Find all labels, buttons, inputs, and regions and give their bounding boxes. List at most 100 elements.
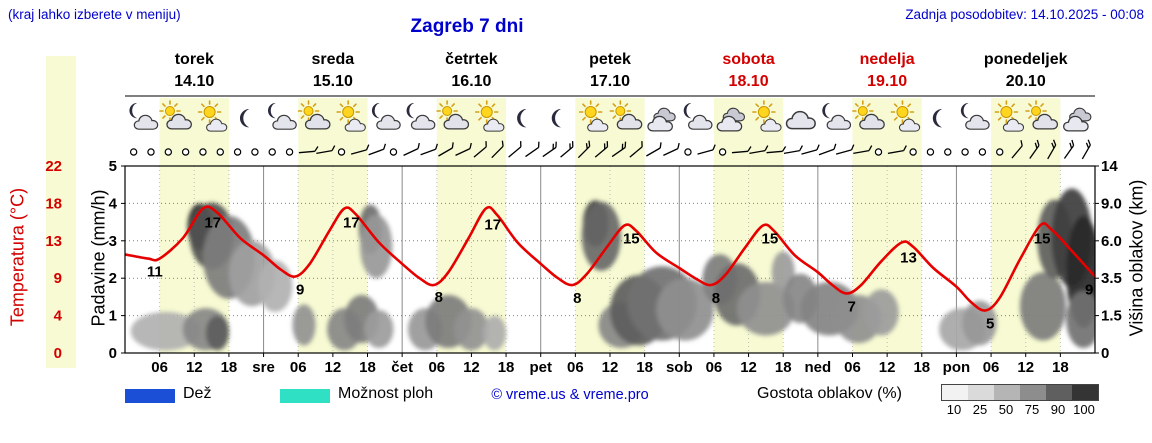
weather-icon-moon-cloud <box>683 103 713 130</box>
barb-staff <box>594 146 608 158</box>
weather-icon-cloud <box>785 110 816 130</box>
wind-barb-icon <box>508 141 522 158</box>
sun-ray <box>866 103 871 107</box>
day-name: četrtek <box>445 51 498 68</box>
temperature-value-label: 17 <box>204 215 221 232</box>
wind-calm-icon <box>251 148 259 156</box>
weather-icon-moon-cloud <box>129 103 159 130</box>
moon-glyph <box>960 103 969 119</box>
barb-staff <box>1011 145 1023 159</box>
barb-staff <box>455 148 471 156</box>
cloud-blob <box>962 300 997 346</box>
cloud-glyph <box>1002 118 1025 132</box>
wind-barb-icon <box>818 143 837 156</box>
weather-icon-moon <box>239 109 250 128</box>
x-axis-tick-label: 06 <box>428 359 445 376</box>
cloud-blob <box>292 304 316 346</box>
barb-staff <box>801 149 818 155</box>
temp-axis-tick-label: 0 <box>54 345 62 362</box>
sun-ray <box>439 103 443 107</box>
cloud-blob <box>130 311 201 351</box>
barb-feather <box>417 142 420 149</box>
density-tick-label: 25 <box>972 402 988 417</box>
barb-staff <box>438 147 453 157</box>
temperature-value-label: 8 <box>712 290 720 307</box>
day-date: 17.10 <box>590 73 630 90</box>
wind-calm-icon <box>285 148 294 156</box>
precip-axis-tick-label: 5 <box>109 158 117 175</box>
barb-staff <box>350 149 367 155</box>
barb-feather <box>365 144 370 151</box>
cloud-blob <box>656 278 714 341</box>
x-axis-tick-label: pet <box>529 359 552 376</box>
day-date: 19.10 <box>867 73 907 90</box>
weather-icon-moon-cloud <box>822 103 852 130</box>
x-axis-tick-label: sob <box>666 359 693 376</box>
wind-calm-icon <box>874 148 883 156</box>
cloud-glyph <box>410 114 436 130</box>
wind-calm-icon <box>181 148 190 156</box>
barb-staff <box>508 146 522 158</box>
barb-staff <box>731 150 748 154</box>
x-axis-tick-label: 12 <box>879 359 896 376</box>
sun-disc <box>1000 106 1013 118</box>
sun-ray <box>854 115 859 119</box>
cloud-axis-tick-label: 3.5 <box>1101 270 1122 287</box>
barb-feather <box>603 143 606 150</box>
wind-barb-icon <box>560 141 574 158</box>
cloud-axis-tick-label: 1.5 <box>1101 308 1122 325</box>
cloud-glyph <box>206 118 228 132</box>
x-axis-tick-label: ned <box>805 359 832 376</box>
x-axis-tick-label: 18 <box>359 359 376 376</box>
cloud-blob <box>737 281 795 336</box>
x-axis-tick-label: 12 <box>602 359 619 376</box>
sun-disc <box>342 106 355 118</box>
weather-icon-moon <box>551 109 561 128</box>
wind-calm-icon <box>944 148 952 156</box>
cloud-blob <box>581 201 621 271</box>
cloud-axis-tick-label: 9.0 <box>1101 195 1122 212</box>
x-axis-tick-label: 12 <box>186 359 203 376</box>
rain-legend-label: Dež <box>183 385 212 402</box>
sun-disc <box>164 106 175 116</box>
cloud-axis-tick-label: 14 <box>1101 158 1118 175</box>
precip-axis-tick-label: 0 <box>109 345 117 362</box>
cloud-glyph <box>898 118 921 132</box>
wind-barb-icon <box>298 146 319 154</box>
barb-feather <box>555 141 557 148</box>
barb-feather <box>331 145 336 151</box>
wind-barb-icon <box>1081 139 1091 160</box>
day-date: 15.10 <box>313 73 353 90</box>
page-title: Zagreb 7 dni <box>410 16 524 37</box>
barb-staff <box>542 146 557 158</box>
cloud-glyph <box>587 118 609 132</box>
density-tick-label: 90 <box>1050 402 1066 417</box>
sun-ray <box>755 103 760 108</box>
weather-icon-cloud-sun <box>1025 100 1059 130</box>
wind-barb-icon <box>697 144 716 155</box>
day-date: 14.10 <box>174 73 214 90</box>
x-axis-tick-label: 06 <box>567 359 584 376</box>
barb-staff <box>629 146 643 158</box>
sun-ray <box>755 116 760 121</box>
temperature-value-label: 17 <box>343 215 360 232</box>
x-axis-tick-label: 18 <box>221 359 238 376</box>
sun-ray <box>612 115 617 119</box>
copyright-link[interactable]: © vreme.us & vreme.pro <box>491 387 649 403</box>
x-axis-tick-label: 18 <box>775 359 792 376</box>
wind-barb-icon <box>455 142 472 156</box>
weather-icon-clouds <box>647 107 676 132</box>
wind-calm-icon <box>909 148 917 156</box>
sun-ray <box>478 103 482 108</box>
weather-icon-cloud-sun <box>159 100 192 130</box>
barb-feather <box>383 143 387 150</box>
barb-staff <box>1063 145 1075 159</box>
wind-barb-icon <box>316 145 336 155</box>
cloud-glyph <box>859 113 885 130</box>
moon-glyph <box>822 103 830 119</box>
sun-ray <box>624 103 629 107</box>
sun-ray <box>201 116 205 121</box>
barb-staff <box>577 145 591 159</box>
